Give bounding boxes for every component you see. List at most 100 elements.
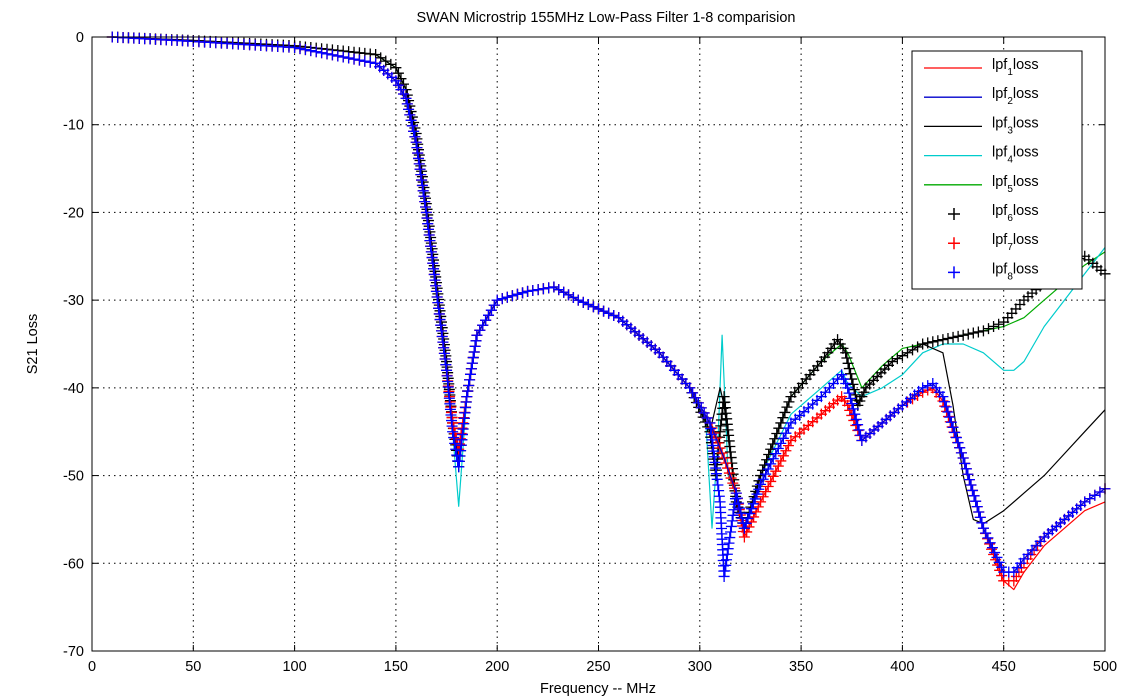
- data-point-marker: [414, 163, 426, 175]
- data-point-marker: [840, 377, 852, 389]
- data-point-marker: [321, 48, 333, 60]
- data-point-marker: [762, 481, 774, 493]
- data-point-marker: [838, 373, 850, 385]
- data-point-marker: [942, 333, 954, 345]
- x-tick-label: 200: [485, 659, 509, 675]
- data-point-marker: [543, 282, 555, 294]
- data-point-marker: [972, 326, 984, 338]
- y-tick-label: -40: [63, 381, 84, 397]
- data-point-marker: [563, 289, 575, 301]
- data-point-marker: [436, 330, 448, 342]
- data-point-marker: [695, 402, 707, 414]
- data-point-marker: [980, 527, 992, 539]
- data-point-marker: [423, 229, 435, 241]
- data-point-marker: [993, 318, 1005, 330]
- data-point-marker: [466, 357, 478, 369]
- data-point-marker: [726, 515, 738, 527]
- data-point-marker: [715, 420, 727, 432]
- data-point-marker: [299, 44, 311, 56]
- data-point-marker: [465, 363, 477, 375]
- data-point-marker: [464, 368, 476, 380]
- data-point-marker: [977, 522, 989, 534]
- data-point-marker: [770, 448, 782, 460]
- data-point-marker: [411, 142, 423, 154]
- data-point-marker: [415, 169, 427, 181]
- series-layer: [106, 31, 1111, 591]
- legend-box: [911, 50, 1083, 290]
- data-point-marker: [390, 75, 402, 87]
- data-point-marker: [416, 179, 428, 191]
- data-point-marker: [836, 369, 848, 381]
- y-tick-label: -50: [63, 469, 84, 485]
- legend-item: lpf4loss: [924, 145, 1039, 166]
- data-point-marker: [430, 285, 442, 297]
- data-point-marker: [464, 374, 476, 386]
- data-point-marker: [724, 532, 736, 544]
- data-point-marker: [527, 284, 539, 296]
- x-tick-label: 450: [992, 659, 1016, 675]
- data-point-marker: [435, 319, 447, 331]
- legend-item: lpf1loss: [924, 57, 1039, 78]
- y-axis-title: S21 Loss: [25, 314, 41, 374]
- legend-swatch: [948, 208, 960, 220]
- data-point-marker: [757, 491, 769, 503]
- data-point-marker: [780, 427, 792, 439]
- data-point-marker: [438, 347, 450, 359]
- data-point-marker: [727, 509, 739, 521]
- data-point-marker: [412, 152, 424, 164]
- data-point-marker: [962, 468, 974, 480]
- data-point-marker: [390, 62, 402, 74]
- data-point-marker: [718, 570, 730, 582]
- x-tick-label: 500: [1093, 659, 1117, 675]
- data-point-marker: [977, 325, 989, 337]
- data-point-marker: [723, 537, 735, 549]
- data-point-marker: [364, 56, 376, 68]
- data-point-marker: [397, 88, 409, 100]
- data-point-marker: [511, 288, 523, 300]
- data-point-marker: [854, 395, 866, 407]
- data-point-marker: [777, 412, 789, 424]
- data-point-marker: [708, 451, 720, 463]
- data-point-marker: [974, 511, 986, 523]
- data-point-marker: [485, 304, 497, 316]
- data-point-marker: [468, 346, 480, 358]
- data-point-marker: [747, 498, 759, 510]
- y-tick-label: -30: [63, 293, 84, 309]
- series-lpf8loss: [106, 31, 1111, 582]
- data-point-marker: [721, 554, 733, 566]
- data-point-marker: [967, 484, 979, 496]
- data-point-marker: [406, 120, 418, 132]
- data-point-marker: [847, 403, 859, 415]
- data-point-marker: [765, 475, 777, 487]
- data-point-marker: [537, 283, 549, 295]
- data-point-marker: [912, 341, 924, 353]
- data-point-marker: [437, 336, 449, 348]
- data-point-marker: [532, 284, 544, 296]
- data-point-marker: [343, 52, 355, 64]
- data-point-marker: [751, 488, 763, 500]
- data-point-marker: [417, 185, 429, 197]
- data-point-marker: [474, 324, 486, 336]
- data-point-marker: [846, 398, 858, 410]
- data-point-marker: [603, 307, 615, 319]
- data-point-marker: [942, 406, 954, 418]
- y-tick-label: -20: [63, 205, 84, 221]
- data-point-marker: [922, 337, 934, 349]
- data-point-marker: [491, 294, 503, 306]
- data-point-marker: [698, 407, 710, 419]
- data-point-marker: [744, 508, 756, 520]
- data-point-marker: [395, 73, 407, 85]
- data-point-marker: [418, 190, 430, 202]
- data-point-marker: [462, 385, 474, 397]
- data-point-marker: [405, 114, 417, 126]
- data-point-marker: [710, 468, 722, 480]
- data-point-marker: [780, 445, 792, 457]
- data-point-marker: [430, 280, 442, 292]
- data-point-marker: [359, 55, 371, 67]
- data-point-marker: [715, 414, 727, 426]
- data-point-marker: [713, 490, 725, 502]
- data-point-marker: [772, 443, 784, 455]
- data-point-marker: [917, 338, 929, 350]
- data-point-marker: [428, 268, 440, 280]
- data-point-marker: [470, 335, 482, 347]
